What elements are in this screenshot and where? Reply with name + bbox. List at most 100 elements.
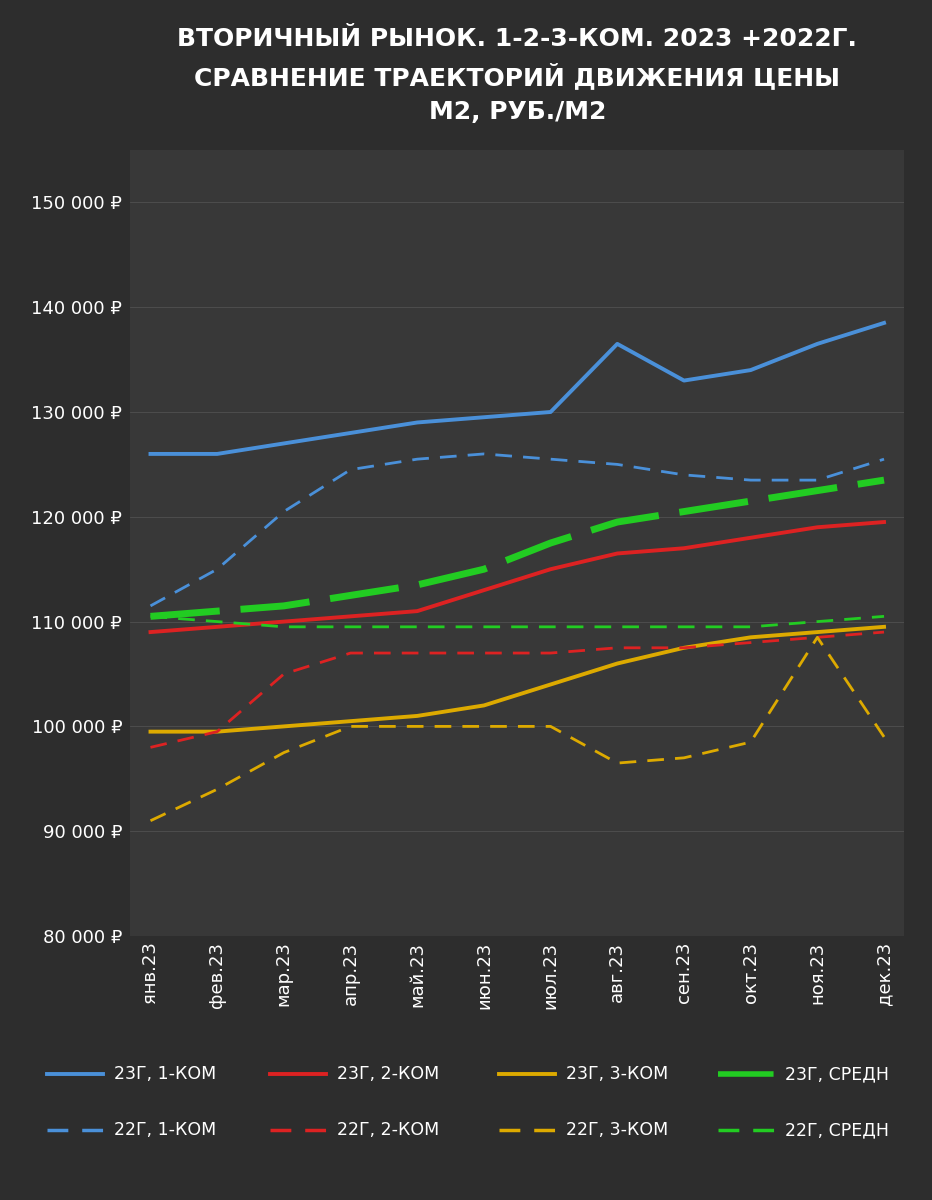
23Г, 1-КОМ [412, 415, 423, 430]
22Г, 3-КОМ [545, 719, 556, 733]
23Г, 2-КОМ [678, 541, 690, 556]
Text: 23Г, 3-КОМ: 23Г, 3-КОМ [566, 1066, 668, 1082]
Text: 22Г, 3-КОМ: 22Г, 3-КОМ [566, 1121, 668, 1140]
22Г, 1-КОМ [545, 452, 556, 467]
23Г, СРЕДН [678, 504, 690, 518]
22Г, 2-КОМ [879, 625, 890, 640]
22Г, СРЕДН [212, 614, 223, 629]
22Г, 3-КОМ [144, 814, 156, 828]
22Г, СРЕДН [478, 619, 489, 634]
23Г, 3-КОМ [478, 698, 489, 713]
22Г, 2-КОМ [212, 725, 223, 739]
22Г, 1-КОМ [678, 468, 690, 482]
23Г, 2-КОМ [478, 583, 489, 598]
23Г, 2-КОМ [879, 515, 890, 529]
23Г, 1-КОМ [279, 437, 290, 451]
22Г, 1-КОМ [279, 504, 290, 518]
23Г, 3-КОМ [678, 641, 690, 655]
22Г, 3-КОМ [478, 719, 489, 733]
22Г, СРЕДН [678, 619, 690, 634]
23Г, 1-КОМ [745, 362, 756, 377]
23Г, СРЕДН [545, 536, 556, 551]
23Г, 1-КОМ [545, 404, 556, 419]
23Г, СРЕДН [279, 599, 290, 613]
23Г, СРЕДН [879, 473, 890, 487]
Line: 22Г, СРЕДН: 22Г, СРЕДН [150, 617, 884, 626]
23Г, 1-КОМ [345, 426, 356, 440]
22Г, СРЕДН [412, 619, 423, 634]
Line: 23Г, 3-КОМ: 23Г, 3-КОМ [150, 626, 884, 732]
23Г, 3-КОМ [279, 719, 290, 733]
23Г, 2-КОМ [279, 614, 290, 629]
Line: 22Г, 3-КОМ: 22Г, 3-КОМ [150, 637, 884, 821]
Title: ВТОРИЧНЫЙ РЫНОК. 1-2-3-КОМ. 2023 +2022Г.
СРАВНЕНИЕ ТРАЕКТОРИЙ ДВИЖЕНИЯ ЦЕНЫ
М2, : ВТОРИЧНЫЙ РЫНОК. 1-2-3-КОМ. 2023 +2022Г.… [177, 28, 857, 125]
23Г, 3-КОМ [611, 656, 623, 671]
23Г, 1-КОМ [144, 446, 156, 461]
22Г, 2-КОМ [144, 740, 156, 755]
Text: 23Г, 2-КОМ: 23Г, 2-КОМ [337, 1066, 440, 1082]
22Г, 1-КОМ [879, 452, 890, 467]
Line: 22Г, 1-КОМ: 22Г, 1-КОМ [150, 454, 884, 606]
22Г, 2-КОМ [279, 667, 290, 682]
23Г, 2-КОМ [412, 604, 423, 618]
22Г, 1-КОМ [412, 452, 423, 467]
22Г, СРЕДН [345, 619, 356, 634]
23Г, 1-КОМ [611, 337, 623, 352]
22Г, 2-КОМ [412, 646, 423, 660]
23Г, 3-КОМ [745, 630, 756, 644]
22Г, 1-КОМ [478, 446, 489, 461]
23Г, СРЕДН [212, 604, 223, 618]
23Г, 3-КОМ [812, 625, 823, 640]
23Г, 3-КОМ [412, 709, 423, 724]
23Г, 2-КОМ [611, 546, 623, 560]
23Г, 1-КОМ [812, 337, 823, 352]
23Г, СРЕДН [812, 484, 823, 498]
22Г, 1-КОМ [611, 457, 623, 472]
22Г, 3-КОМ [345, 719, 356, 733]
22Г, 3-КОМ [412, 719, 423, 733]
22Г, СРЕДН [879, 610, 890, 624]
22Г, 1-КОМ [212, 562, 223, 576]
22Г, СРЕДН [279, 619, 290, 634]
23Г, СРЕДН [345, 588, 356, 602]
22Г, 2-КОМ [812, 630, 823, 644]
23Г, 3-КОМ [879, 619, 890, 634]
Line: 23Г, 2-КОМ: 23Г, 2-КОМ [150, 522, 884, 632]
22Г, 1-КОМ [345, 462, 356, 476]
23Г, СРЕДН [745, 494, 756, 509]
Text: 22Г, 2-КОМ: 22Г, 2-КОМ [337, 1121, 440, 1140]
Line: 23Г, 1-КОМ: 23Г, 1-КОМ [150, 323, 884, 454]
22Г, СРЕДН [745, 619, 756, 634]
23Г, 1-КОМ [879, 316, 890, 330]
22Г, 3-КОМ [212, 782, 223, 797]
22Г, СРЕДН [611, 619, 623, 634]
Line: 22Г, 2-КОМ: 22Г, 2-КОМ [150, 632, 884, 748]
22Г, 3-КОМ [611, 756, 623, 770]
22Г, 2-КОМ [545, 646, 556, 660]
23Г, СРЕДН [412, 577, 423, 592]
22Г, СРЕДН [144, 610, 156, 624]
23Г, 1-КОМ [212, 446, 223, 461]
22Г, 2-КОМ [611, 641, 623, 655]
22Г, 2-КОМ [345, 646, 356, 660]
23Г, 2-КОМ [812, 520, 823, 534]
22Г, 3-КОМ [812, 630, 823, 644]
23Г, СРЕДН [478, 562, 489, 576]
23Г, 3-КОМ [144, 725, 156, 739]
22Г, 1-КОМ [745, 473, 756, 487]
23Г, 3-КОМ [212, 725, 223, 739]
Text: 23Г, 1-КОМ: 23Г, 1-КОМ [114, 1066, 216, 1082]
23Г, 3-КОМ [345, 714, 356, 728]
22Г, СРЕДН [545, 619, 556, 634]
23Г, 2-КОМ [745, 530, 756, 545]
23Г, СРЕДН [144, 610, 156, 624]
22Г, 3-КОМ [745, 734, 756, 749]
22Г, 2-КОМ [478, 646, 489, 660]
22Г, СРЕДН [812, 614, 823, 629]
22Г, 3-КОМ [879, 730, 890, 744]
Text: 22Г, СРЕДН: 22Г, СРЕДН [785, 1121, 889, 1140]
23Г, 1-КОМ [678, 373, 690, 388]
23Г, 3-КОМ [545, 677, 556, 691]
22Г, 3-КОМ [678, 751, 690, 766]
Line: 23Г, СРЕДН: 23Г, СРЕДН [150, 480, 884, 617]
